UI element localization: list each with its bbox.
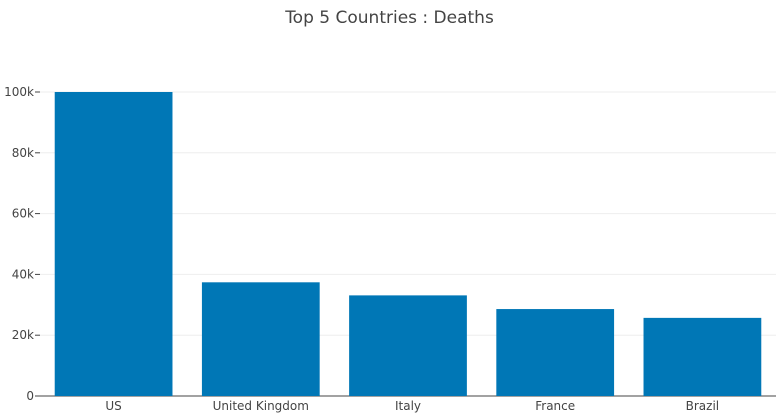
bar[interactable] — [54, 92, 173, 396]
y-tick-label: 40k — [12, 267, 34, 281]
bars — [54, 92, 762, 396]
x-tick-label: US — [105, 399, 121, 413]
x-axis-ticks: US United Kingdom Italy France Brazil — [105, 399, 719, 413]
x-tick-label: United Kingdom — [213, 399, 309, 413]
x-tick-label: Italy — [395, 399, 421, 413]
bar[interactable] — [201, 282, 320, 396]
y-tick-label: 80k — [12, 146, 34, 160]
bar[interactable] — [349, 295, 467, 396]
chart-title: Top 5 Countries : Deaths — [285, 8, 494, 28]
y-tick-label: 60k — [12, 207, 34, 221]
y-tick-label: 100k — [4, 85, 34, 99]
x-tick-label: Brazil — [686, 399, 720, 413]
bar[interactable] — [643, 317, 762, 396]
y-axis-ticks: 0 20k 40k 60k 80k 100k — [4, 85, 40, 403]
y-tick-label: 0 — [26, 389, 34, 403]
x-tick-label: France — [535, 399, 575, 413]
y-tick-label: 20k — [12, 328, 34, 342]
bar[interactable] — [496, 309, 615, 396]
